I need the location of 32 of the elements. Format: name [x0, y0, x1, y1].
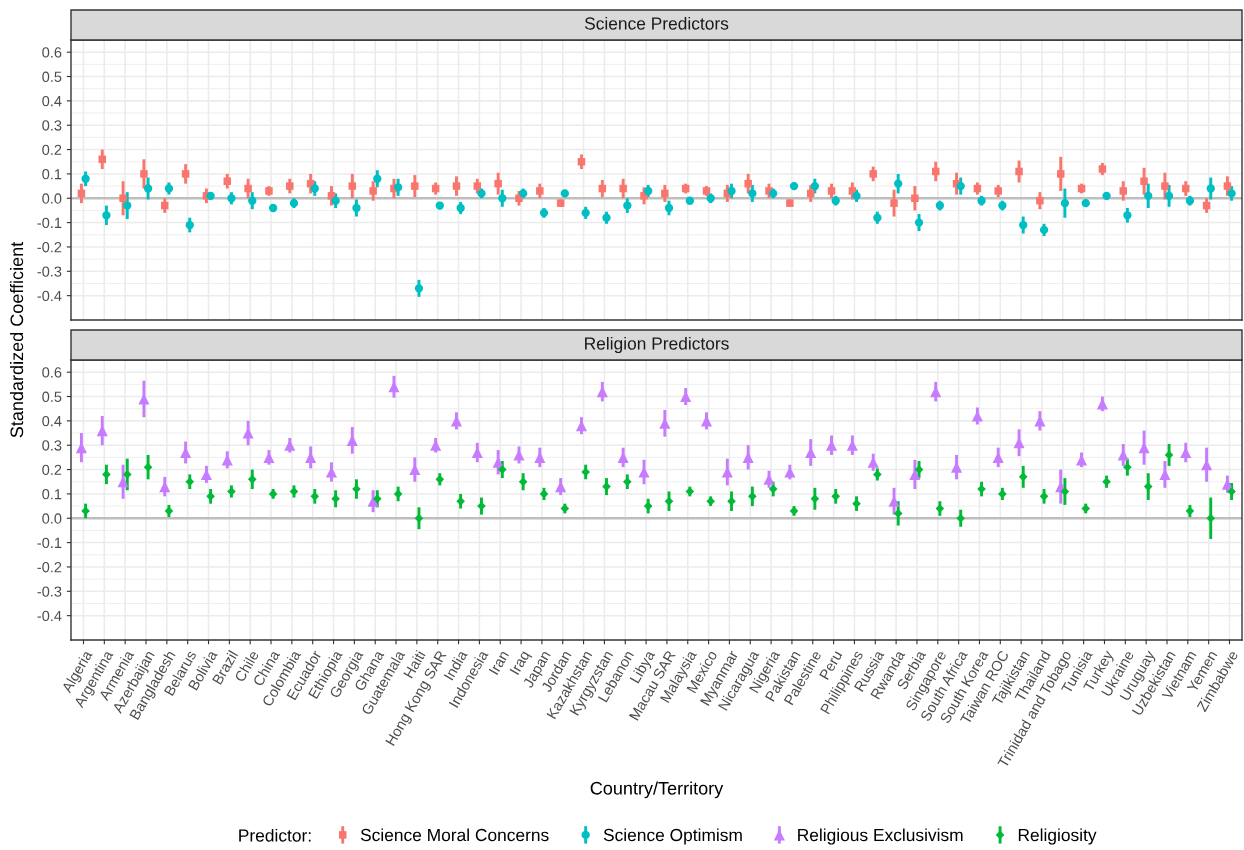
y-tick-label: -0.1 [37, 537, 62, 549]
y-tick-label: 0.3 [42, 120, 62, 131]
y-tick-label: 0.6 [42, 367, 62, 378]
x-tick-label: Iran [488, 650, 510, 675]
y-tick-label: -0.4 [37, 610, 62, 622]
chart-title: Science Predictors [584, 16, 729, 30]
y-tick-label: 0.3 [42, 440, 62, 451]
y-tick-label: 0.5 [42, 391, 62, 402]
y-tick-label: -0.3 [37, 586, 62, 597]
legend-label: Science Optimism [603, 828, 742, 845]
legend-label: Religious Exclusivism [798, 828, 963, 845]
y-tick-label: 0.1 [42, 489, 62, 500]
y-tick-label: 0.0 [42, 513, 62, 524]
y-tick-label: 0.5 [42, 71, 62, 82]
y-tick-label: -0.2 [37, 562, 62, 573]
y-tick-label: -0.1 [37, 217, 62, 229]
legend-title: Predictor: [239, 828, 311, 842]
y-tick-label: 0.2 [42, 464, 62, 475]
legend-label: Science Moral Concerns [360, 828, 549, 842]
y-tick-label: 0.6 [42, 47, 62, 58]
y-tick-label: 0.2 [42, 144, 62, 155]
y-tick-label: -0.4 [37, 290, 62, 302]
y-tick-label: -0.2 [37, 242, 62, 253]
y-tick-label: 0.4 [42, 415, 62, 427]
y-tick-label: -0.3 [37, 266, 62, 277]
y-tick-label: 0.0 [42, 193, 62, 204]
x-axis-title: Country/Territory [590, 781, 724, 799]
y-tick-label: 0.1 [42, 169, 62, 180]
chart-title: Religion Predictors [585, 336, 729, 354]
legend-label: Religiosity [1018, 828, 1097, 845]
y-tick-label: 0.4 [42, 95, 62, 107]
y-axis-title: Standardized Coefficient [9, 241, 24, 438]
